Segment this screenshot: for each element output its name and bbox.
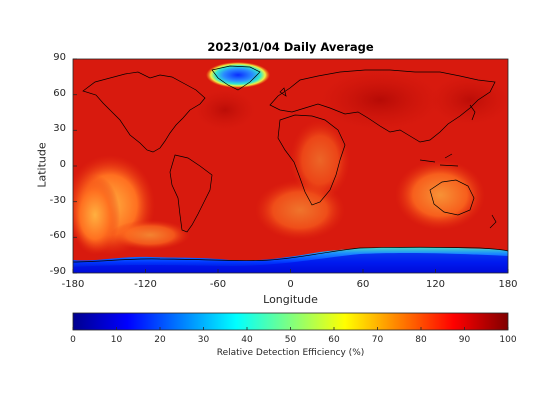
y-tick-label: 90 bbox=[53, 52, 66, 63]
y-tick-label: 0 bbox=[59, 159, 66, 170]
x-tick-label: -120 bbox=[134, 279, 157, 290]
colorbar-label: Relative Detection Efficiency (%) bbox=[216, 348, 365, 358]
y-tick-label: -90 bbox=[49, 266, 66, 277]
y-tick-label: -30 bbox=[49, 194, 66, 206]
map-title: 2023/01/04 Daily Average bbox=[207, 40, 374, 54]
efficiency-field bbox=[73, 59, 508, 273]
coastline-south-america bbox=[169, 154, 213, 233]
coastline-africa bbox=[277, 114, 346, 206]
x-tick-label: -60 bbox=[209, 279, 227, 290]
colorbar-tick-label: 0 bbox=[70, 335, 76, 345]
field-dark-region-asia bbox=[320, 70, 440, 130]
field-antarctic-core bbox=[73, 252, 508, 273]
coastline-greenland bbox=[211, 65, 261, 91]
field-pale-region-pacific-2 bbox=[73, 175, 120, 255]
coastline-indonesia bbox=[419, 153, 459, 167]
colorbar-tick-marks bbox=[72, 327, 509, 330]
coastline-japan bbox=[469, 104, 476, 121]
x-tick-label: -180 bbox=[61, 279, 85, 290]
colorbar-tick-label: 30 bbox=[197, 335, 210, 345]
coastline-new-zealand bbox=[489, 214, 497, 229]
colorbar-tick-label: 60 bbox=[328, 335, 340, 345]
colorbar-tick-label: 90 bbox=[458, 335, 471, 345]
y-tick-label: 30 bbox=[53, 123, 66, 135]
coastline-australia bbox=[429, 179, 475, 216]
colorbar-tick-label: 70 bbox=[371, 335, 384, 345]
colorbar-tick-label: 40 bbox=[241, 335, 253, 345]
coastline-eurasia bbox=[269, 69, 496, 143]
field-pale-region-africa bbox=[290, 120, 350, 200]
colorbar-tick-label: 20 bbox=[154, 335, 166, 345]
colorbar-tick-label: 10 bbox=[110, 335, 123, 345]
coastlines bbox=[73, 65, 508, 263]
coastline-uk bbox=[279, 87, 287, 97]
y-tick-label: 60 bbox=[53, 87, 66, 99]
coastline-antarctica bbox=[73, 246, 508, 263]
x-tick-label: 120 bbox=[425, 279, 446, 290]
field-greenland-low bbox=[206, 62, 270, 88]
field-pale-region-southern-ocean bbox=[110, 220, 190, 250]
colorbar-tick-label: 50 bbox=[284, 335, 297, 345]
x-tick-label: 180 bbox=[498, 279, 518, 290]
y-axis-label: Latitude bbox=[35, 142, 49, 188]
field-dark-region-atlantic-north bbox=[195, 90, 255, 130]
y-tick-label: -60 bbox=[49, 230, 66, 242]
field-pale-region-indian bbox=[395, 160, 485, 230]
x-axis-label: Longitude bbox=[263, 293, 318, 306]
map-tick-marks bbox=[72, 58, 509, 274]
colorbar-tick-label: 80 bbox=[415, 335, 427, 345]
coastline-north-america bbox=[82, 71, 206, 153]
colorbar-tick-label: 100 bbox=[499, 335, 517, 345]
field-dark-region-pacific-north bbox=[430, 75, 508, 125]
x-tick-label: 0 bbox=[287, 279, 294, 290]
x-tick-label: 60 bbox=[356, 279, 370, 290]
